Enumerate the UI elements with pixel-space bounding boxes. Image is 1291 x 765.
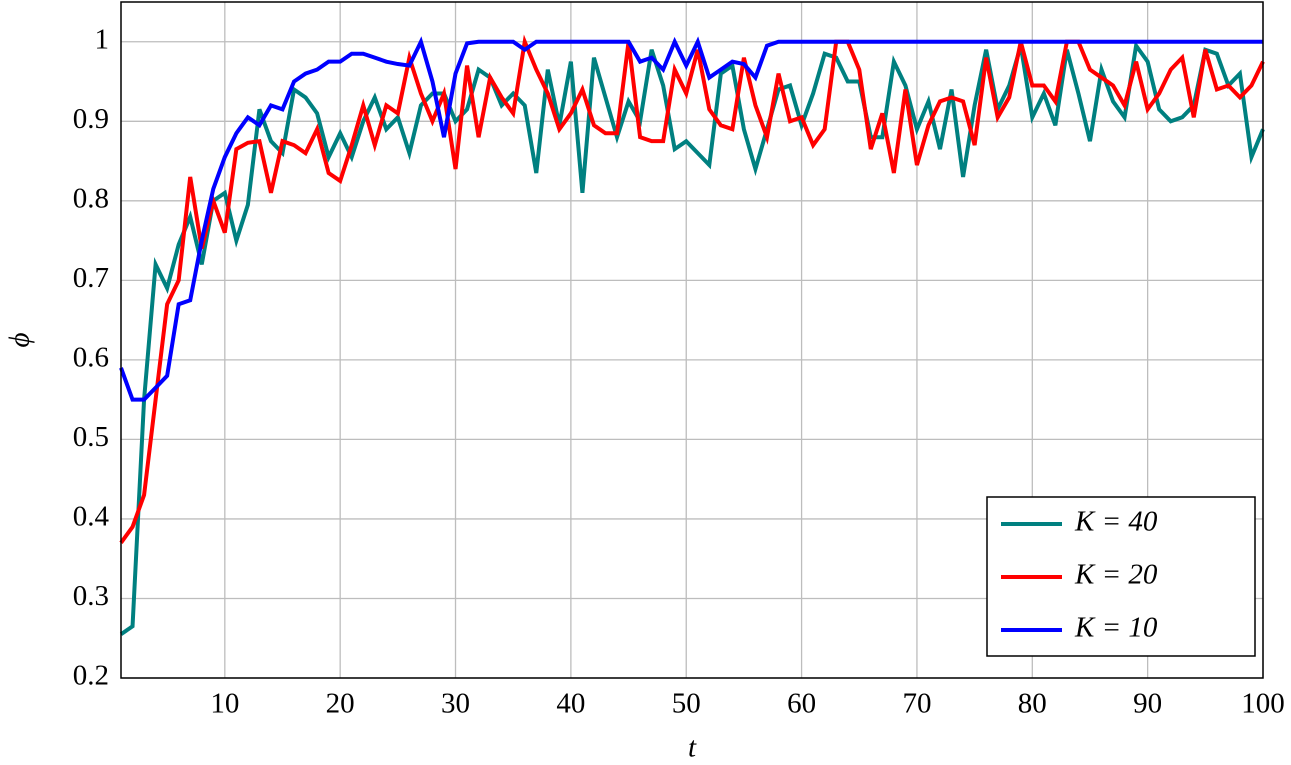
x-tick-label: 60 xyxy=(787,688,816,720)
x-tick-label: 100 xyxy=(1241,688,1285,720)
y-tick-label: 0.4 xyxy=(73,501,110,533)
y-tick-label: 0.3 xyxy=(73,580,109,612)
y-tick-label: 0.6 xyxy=(73,342,109,374)
line-series xyxy=(119,40,1265,636)
y-tick-label: 0.5 xyxy=(73,421,109,453)
y-tick-label: 0.9 xyxy=(73,103,109,135)
x-tick-label: 80 xyxy=(1018,688,1047,720)
line-series xyxy=(119,36,1263,402)
line-series xyxy=(119,34,1265,544)
y-axis-label: ϕ xyxy=(4,332,36,347)
legend-label: K = 10 xyxy=(1074,612,1158,644)
plot-frame xyxy=(120,1,1264,679)
x-tick-label: 40 xyxy=(556,688,585,720)
x-tick-label: 50 xyxy=(672,688,701,720)
x-tick-label: 90 xyxy=(1133,688,1162,720)
x-tick-label: 70 xyxy=(902,688,931,720)
y-tick-label: 0.2 xyxy=(73,660,109,692)
x-axis-label: t xyxy=(688,732,697,764)
y-tick-label: 0.7 xyxy=(73,262,109,294)
y-tick-label: 0.8 xyxy=(73,182,109,214)
y-tick-label: 1 xyxy=(95,23,110,55)
legend-label: K = 40 xyxy=(1074,506,1158,538)
x-tick-label: 30 xyxy=(441,688,470,720)
x-tick-label: 10 xyxy=(210,688,239,720)
x-tick-label: 20 xyxy=(326,688,355,720)
legend-label: K = 20 xyxy=(1074,559,1158,591)
